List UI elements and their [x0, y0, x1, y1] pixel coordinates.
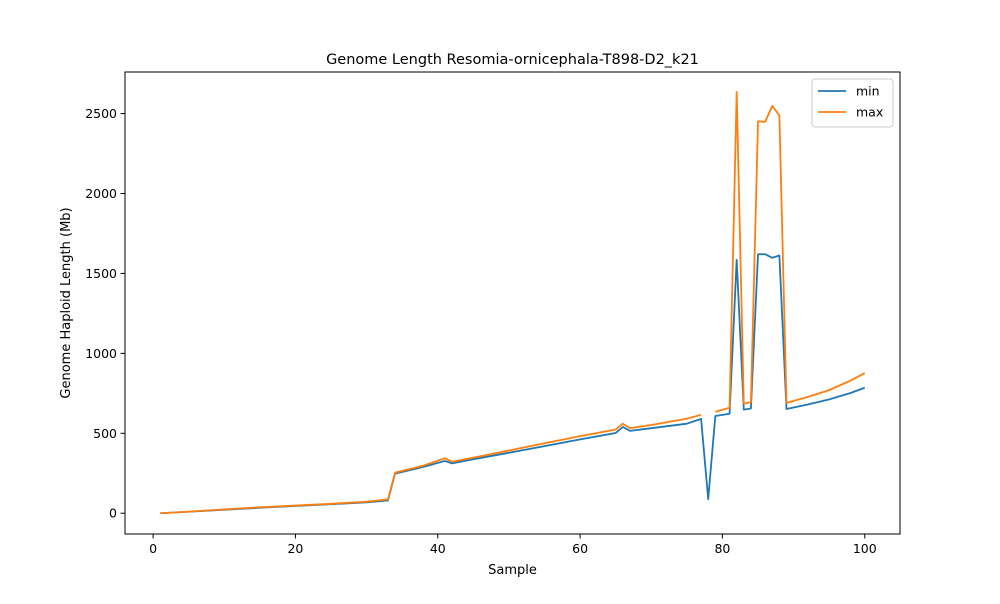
y-tick-label: 500 [93, 426, 117, 441]
chart-title: Genome Length Resomia-ornicephala-T898-D… [326, 52, 699, 68]
legend-label-min: min [856, 84, 880, 99]
plot-frame [124, 71, 901, 535]
y-tick-label: 1000 [85, 346, 117, 361]
x-tick-label: 20 [287, 541, 303, 556]
y-tick-label: 1500 [85, 266, 117, 281]
y-tick-label: 2000 [85, 186, 117, 201]
y-tick-label: 0 [109, 506, 117, 521]
legend-label-max: max [856, 105, 883, 120]
x-tick-label: 60 [572, 541, 588, 556]
series-line-max-part-1 [160, 414, 702, 515]
x-tick-label: 80 [714, 541, 730, 556]
series-line-max-part-2 [715, 91, 866, 413]
x-tick-label: 40 [430, 541, 446, 556]
plot-area [160, 91, 866, 515]
x-axis-label: Sample [488, 563, 537, 578]
y-tick-label: 2500 [85, 106, 117, 121]
legend-box [811, 78, 894, 128]
y-axis-label: Genome Haploid Length (Mb) [59, 207, 74, 398]
x-tick-label: 100 [853, 541, 877, 556]
legend: min max [811, 78, 894, 128]
x-tick-label: 0 [149, 541, 157, 556]
